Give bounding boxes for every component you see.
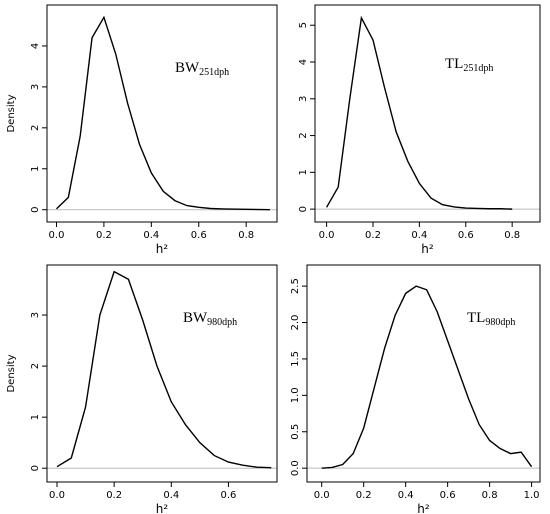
y-tick-label: 2.0 xyxy=(290,315,301,331)
annotation-main: TL xyxy=(445,56,463,72)
annotation-subscript: 980dph xyxy=(485,317,515,328)
y-tick-label: 1 xyxy=(30,166,41,172)
panel: 0.0 0.2 0.4 0.6 0 1 2 3 h² Density BW980dph xyxy=(6,264,278,514)
y-tick-label: 1 xyxy=(298,169,309,175)
y-tick-label: 0 xyxy=(298,206,309,212)
annotation-main: BW xyxy=(183,310,208,326)
y-tick-label: 1.5 xyxy=(290,351,301,367)
y-tick-label: 4 xyxy=(30,43,41,49)
x-axis-label: h² xyxy=(421,242,434,256)
y-tick-label: 3 xyxy=(30,84,41,90)
y-tick-label: 3 xyxy=(298,96,309,102)
density-curve xyxy=(55,15,270,211)
x-axis-label: h² xyxy=(156,242,169,256)
y-tick-label: 0 xyxy=(30,207,41,213)
annotation-subscript: 980dph xyxy=(207,317,237,328)
x-tick-label: 0.0 xyxy=(319,230,335,241)
x-tick-label: 0.4 xyxy=(411,230,427,241)
x-tick-label: 0.0 xyxy=(314,490,330,501)
x-axis-label: h² xyxy=(156,502,169,514)
y-tick-label: 0.5 xyxy=(290,424,301,440)
x-tick-label: 1.0 xyxy=(524,490,540,501)
x-tick-label: 0.6 xyxy=(440,490,456,501)
y-tick-label: 2 xyxy=(30,125,41,131)
density-curve xyxy=(321,285,533,469)
panel: 0.0 0.2 0.4 0.6 0.8 1.0 0.0 0.5 1.0 1.5 2.0 2.5 h² TL… xyxy=(290,264,541,514)
y-tick-label: 1.0 xyxy=(290,387,301,403)
plot-frame xyxy=(46,4,278,223)
annotation: TL980dph xyxy=(467,310,515,328)
x-tick-label: 0.4 xyxy=(398,490,414,501)
x-tick-label: 0.8 xyxy=(504,230,520,241)
y-tick-label: 5 xyxy=(298,22,309,28)
y-tick-label: 4 xyxy=(298,59,309,65)
annotation-main: TL xyxy=(467,310,485,326)
x-tick-label: 0.6 xyxy=(458,230,474,241)
x-tick-label: 0.2 xyxy=(365,230,381,241)
y-tick-label: 0.0 xyxy=(290,460,301,476)
annotation: TL251dph xyxy=(445,56,493,74)
panel: 0.0 0.2 0.4 0.6 0.8 0 1 2 3 4 5 h² TL251dph xyxy=(298,4,541,256)
plot-frame xyxy=(46,264,278,483)
x-tick-label: 0.0 xyxy=(49,230,65,241)
annotation-subscript: 251dph xyxy=(199,67,229,78)
plot-frame xyxy=(314,4,541,223)
x-tick-label: 0.2 xyxy=(356,490,372,501)
annotation: BW980dph xyxy=(183,310,237,328)
annotation: BW251dph xyxy=(175,60,229,78)
x-tick-label: 0.0 xyxy=(49,490,65,501)
y-axis-label: Density xyxy=(6,354,17,392)
annotation-subscript: 251dph xyxy=(463,63,493,74)
x-tick-label: 0.2 xyxy=(96,230,112,241)
x-tick-label: 0.8 xyxy=(482,490,498,501)
y-tick-label: 3 xyxy=(30,312,41,318)
y-tick-label: 2.5 xyxy=(290,278,301,294)
panel: 0.0 0.2 0.4 0.6 0.8 0 1 2 3 4 h² Density BW251dph xyxy=(6,4,278,256)
y-tick-label: 0 xyxy=(30,465,41,471)
x-axis-label: h² xyxy=(417,502,430,514)
plot-frame xyxy=(306,264,541,483)
x-tick-label: 0.4 xyxy=(163,490,179,501)
y-tick-label: 1 xyxy=(30,414,41,420)
x-tick-label: 0.2 xyxy=(106,490,122,501)
annotation-main: BW xyxy=(175,60,200,76)
density-curve xyxy=(56,270,272,469)
x-tick-label: 0.8 xyxy=(238,230,254,241)
x-tick-label: 0.6 xyxy=(220,490,236,501)
density-curve xyxy=(325,15,513,210)
x-tick-label: 0.6 xyxy=(191,230,207,241)
x-tick-label: 0.4 xyxy=(143,230,159,241)
y-tick-label: 2 xyxy=(30,363,41,369)
y-tick-label: 2 xyxy=(298,132,309,138)
y-axis-label: Density xyxy=(6,94,17,132)
